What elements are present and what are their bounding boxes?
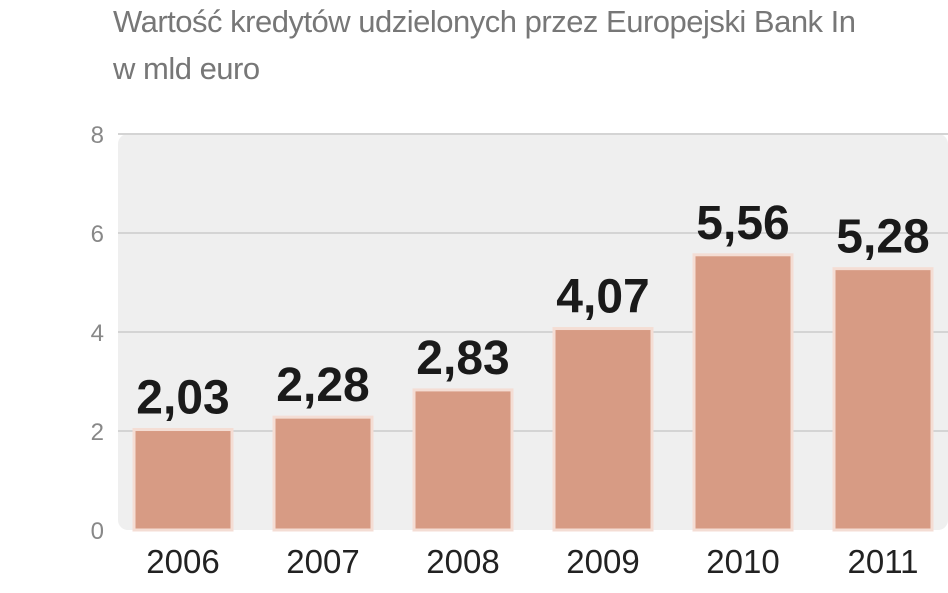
x-axis-ticks: 2006 2007 2008 2009 2010 2011 bbox=[146, 543, 918, 580]
bar bbox=[412, 388, 514, 532]
x-tick-label: 2011 bbox=[848, 543, 919, 580]
value-label: 5,28 bbox=[836, 211, 929, 264]
value-label: 4,07 bbox=[556, 271, 649, 324]
y-tick-label: 4 bbox=[91, 320, 104, 347]
y-tick-label: 0 bbox=[91, 518, 104, 545]
y-axis-ticks: 0 2 4 6 8 bbox=[91, 122, 104, 545]
x-tick-label: 2006 bbox=[146, 543, 219, 580]
bar bbox=[832, 267, 934, 532]
chart-subtitle: w mld euro bbox=[113, 51, 260, 86]
bar bbox=[132, 428, 234, 532]
value-label: 2,28 bbox=[276, 359, 369, 412]
x-tick-label: 2009 bbox=[566, 543, 639, 580]
bar bbox=[692, 253, 794, 532]
bars bbox=[132, 253, 934, 532]
chart-title: Wartość kredytów udzielonych przez Europ… bbox=[113, 4, 856, 39]
y-tick-label: 8 bbox=[91, 122, 104, 149]
x-tick-label: 2010 bbox=[706, 543, 779, 580]
value-label: 2,03 bbox=[136, 372, 229, 425]
y-tick-label: 6 bbox=[91, 221, 104, 248]
bar bbox=[552, 327, 654, 532]
value-label: 5,56 bbox=[696, 197, 789, 250]
gridlines bbox=[118, 133, 948, 432]
bar bbox=[272, 415, 374, 532]
y-tick-label: 2 bbox=[91, 419, 104, 446]
value-label: 2,83 bbox=[416, 332, 509, 385]
x-tick-label: 2007 bbox=[286, 543, 359, 580]
x-tick-label: 2008 bbox=[426, 543, 499, 580]
value-labels: 2,03 2,28 2,83 4,07 5,56 5,28 bbox=[136, 197, 929, 425]
